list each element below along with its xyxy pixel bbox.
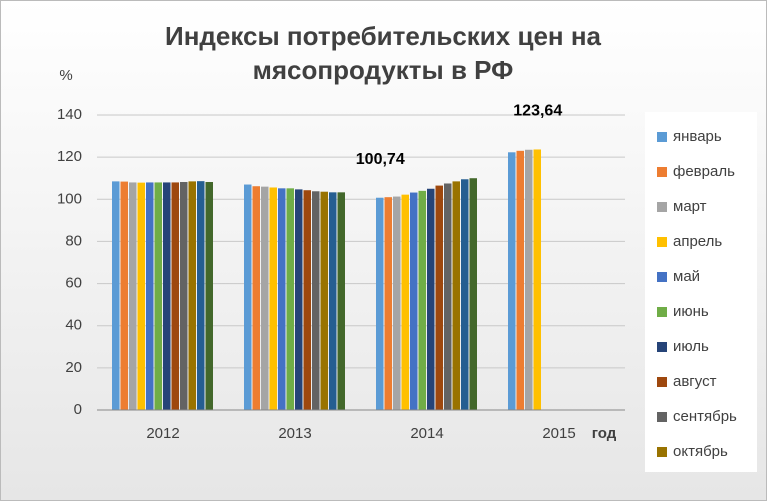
bar: [252, 186, 260, 410]
bar: [197, 181, 205, 410]
y-tick-label: 140: [57, 106, 82, 123]
bar: [444, 183, 452, 410]
bar: [525, 149, 533, 410]
legend-swatch: [657, 447, 667, 457]
chart-title: Индексы потребительских цен на: [165, 21, 602, 51]
bar: [427, 188, 435, 410]
x-axis-label: год: [592, 425, 617, 442]
legend-swatch: [657, 342, 667, 352]
legend-swatch: [657, 412, 667, 422]
y-tick-label: 120: [57, 148, 82, 165]
bar: [303, 190, 311, 410]
bar: [163, 182, 171, 410]
x-tick-label: 2014: [410, 425, 443, 442]
bar: [171, 182, 179, 410]
y-tick-label: 60: [65, 275, 82, 292]
y-tick-label: 80: [65, 232, 82, 249]
legend-label: апрель: [673, 233, 722, 250]
bar: [146, 182, 154, 410]
bar: [278, 188, 286, 410]
bar: [508, 152, 516, 410]
bar: [295, 189, 303, 410]
legend-label: июнь: [673, 303, 709, 320]
legend-swatch: [657, 272, 667, 282]
bar: [312, 191, 320, 410]
bar: [393, 196, 401, 410]
legend-label: июль: [673, 338, 709, 355]
bar: [261, 186, 269, 410]
data-label: 123,64: [513, 103, 562, 120]
data-label: 100,74: [356, 151, 405, 168]
bar: [461, 179, 469, 410]
bar: [329, 192, 337, 410]
legend-swatch: [657, 237, 667, 247]
bar: [401, 194, 409, 410]
bar: [244, 184, 252, 410]
bar: [286, 188, 294, 410]
legend-label: март: [673, 198, 707, 215]
bar: [533, 149, 541, 411]
x-tick-label: 2013: [278, 425, 311, 442]
bar: [205, 182, 213, 410]
bar: [129, 182, 137, 410]
legend-swatch: [657, 167, 667, 177]
legend-label: январь: [673, 128, 722, 145]
bar: [112, 181, 120, 410]
legend-swatch: [657, 307, 667, 317]
bar: [320, 191, 328, 410]
bar: [137, 182, 145, 410]
bar: [120, 181, 128, 410]
y-tick-label: 100: [57, 190, 82, 207]
legend-label: август: [673, 373, 717, 390]
x-tick-label: 2015: [542, 425, 575, 442]
legend-swatch: [657, 202, 667, 212]
bar: [516, 150, 524, 411]
bar: [180, 182, 188, 410]
legend-swatch: [657, 132, 667, 142]
chart-title: мясопродукты в РФ: [253, 55, 514, 85]
bar: [469, 178, 477, 410]
bar: [384, 197, 392, 410]
bar: [418, 190, 426, 410]
y-tick-label: 0: [74, 401, 82, 418]
bar: [410, 192, 418, 410]
bar: [269, 187, 277, 410]
y-axis-label: %: [59, 67, 72, 84]
y-tick-label: 40: [65, 317, 82, 334]
bar: [435, 185, 443, 410]
bar: [154, 182, 162, 410]
bar: [376, 197, 384, 410]
bar: [452, 181, 460, 410]
bar: [337, 192, 345, 410]
y-tick-label: 20: [65, 359, 82, 376]
legend-label: февраль: [673, 163, 735, 180]
x-tick-label: 2012: [146, 425, 179, 442]
legend-label: октябрь: [673, 443, 728, 460]
legend-swatch: [657, 377, 667, 387]
legend-label: сентябрь: [673, 408, 737, 425]
legend-label: май: [673, 268, 700, 285]
bar: [188, 181, 196, 410]
